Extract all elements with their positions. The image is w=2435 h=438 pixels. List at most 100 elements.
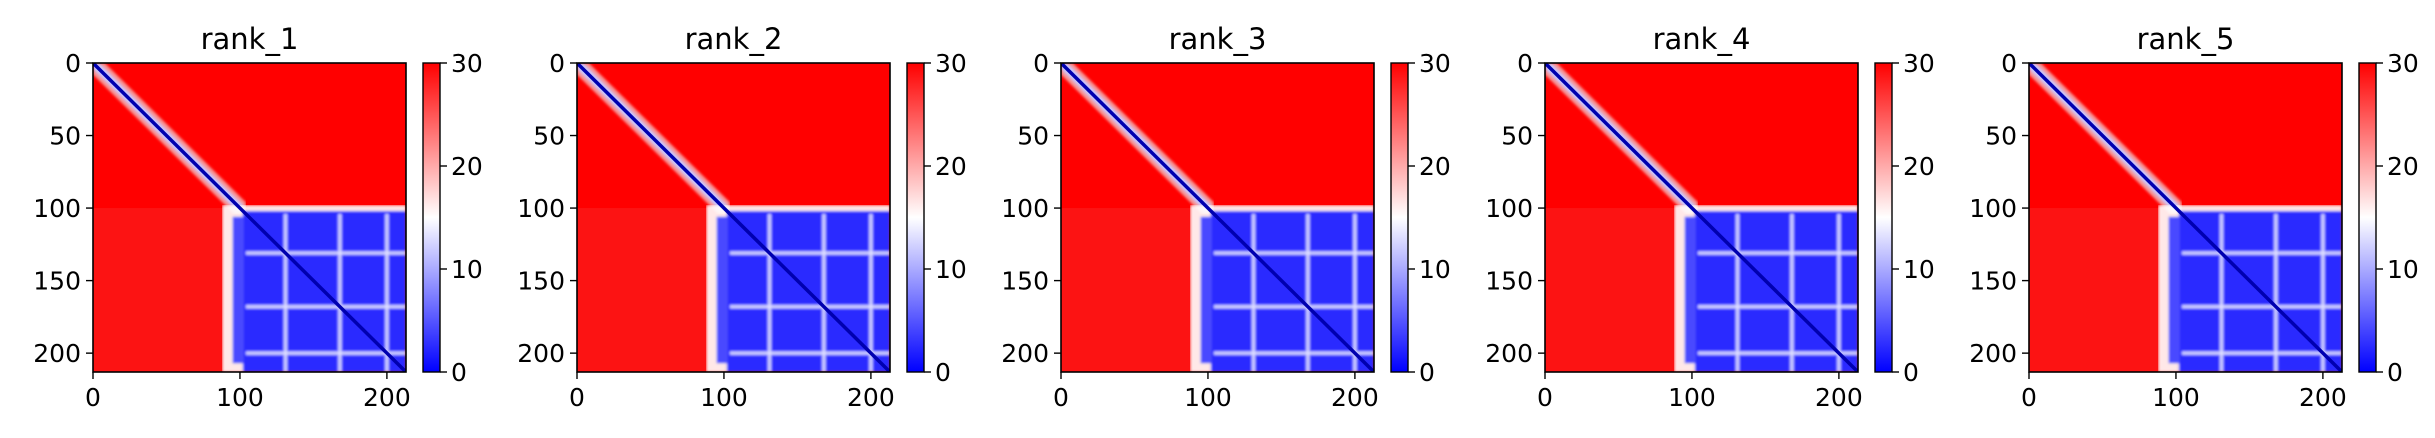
y-tick-label: 50 (533, 122, 565, 151)
y-tick-label: 100 (1485, 194, 1533, 223)
colorbar-tick-label: 10 (451, 255, 483, 284)
colorbar-tick-label: 0 (1419, 358, 1435, 387)
inter-domain-region (1061, 208, 1208, 372)
y-tick-label: 200 (517, 339, 565, 368)
y-tick-label: 150 (1001, 267, 1049, 296)
colorbar-tick-label: 20 (451, 152, 483, 181)
diagonal (93, 63, 406, 372)
axes-frame (1544, 62, 1859, 373)
weak-contact-row (1697, 351, 1858, 355)
x-tick-label: 200 (2299, 383, 2347, 412)
weak-contact-col (283, 213, 288, 372)
weak-contact-row (245, 304, 406, 309)
x-tick-label: 0 (569, 383, 585, 412)
axes-frame (576, 62, 891, 373)
colorbar (2358, 62, 2377, 373)
x-tick-label: 100 (2152, 383, 2200, 412)
colorbar-tick-label: 20 (2387, 152, 2419, 181)
inter-domain-region (1545, 208, 1692, 372)
diagonal (1061, 63, 1374, 372)
y-tick-label: 50 (49, 122, 81, 151)
x-tick-label: 100 (700, 383, 748, 412)
colorbar-tick-label: 10 (935, 255, 967, 284)
inter-domain-region (93, 208, 240, 372)
colorbar-tick-label: 10 (1419, 255, 1451, 284)
x-tick-label: 0 (85, 383, 101, 412)
weak-contact-col (385, 213, 389, 372)
diagonal (1545, 63, 1858, 372)
y-tick-label: 100 (33, 194, 81, 223)
weak-contact-row (1213, 304, 1374, 309)
weak-contact-col (1353, 213, 1357, 372)
weak-contact-row (729, 251, 890, 255)
y-tick-label: 200 (1001, 339, 1049, 368)
y-tick-label: 50 (1017, 122, 1049, 151)
weak-contact-col (1735, 213, 1740, 372)
y-tick-label: 0 (1517, 49, 1533, 78)
colorbar-tick-label: 30 (2387, 49, 2419, 78)
weak-contact-row (1697, 251, 1858, 255)
x-tick-label: 0 (1053, 383, 1069, 412)
x-tick-label: 100 (216, 383, 264, 412)
distance-map (577, 63, 890, 372)
distance-map (1061, 63, 1374, 372)
weak-contact-col (1251, 213, 1256, 372)
colorbar-tick-label: 30 (451, 49, 483, 78)
weak-contact-row (2181, 304, 2342, 309)
inter-domain-region (2029, 208, 2176, 372)
x-tick-label: 0 (1537, 383, 1553, 412)
y-tick-label: 150 (33, 267, 81, 296)
chart-title: rank_4 (1653, 22, 1751, 56)
y-tick-label: 100 (517, 194, 565, 223)
colorbar-tick-label: 10 (2387, 255, 2419, 284)
c-terminal-domain (222, 205, 406, 372)
colorbar (1390, 62, 1409, 373)
chart-title: rank_2 (685, 22, 783, 56)
weak-contact-row (2181, 351, 2342, 355)
weak-contact-col (2274, 213, 2278, 372)
colorbar (906, 62, 925, 373)
weak-contact-row (245, 351, 406, 355)
weak-contact-row (1213, 351, 1374, 355)
y-tick-label: 0 (2001, 49, 2017, 78)
colorbar-tick-label: 0 (2387, 358, 2403, 387)
y-tick-label: 50 (1501, 122, 1533, 151)
colorbar (1874, 62, 1893, 373)
y-tick-label: 0 (1033, 49, 1049, 78)
y-tick-label: 200 (1969, 339, 2017, 368)
diagonal (577, 63, 890, 372)
chart-title: rank_3 (1169, 22, 1267, 56)
y-tick-label: 150 (517, 267, 565, 296)
x-tick-label: 200 (363, 383, 411, 412)
colorbar-tick-label: 0 (451, 358, 467, 387)
y-tick-label: 200 (33, 339, 81, 368)
distance-map (93, 63, 406, 372)
colorbar-tick-label: 10 (1903, 255, 1935, 284)
y-tick-label: 50 (1985, 122, 2017, 151)
x-tick-label: 200 (847, 383, 895, 412)
inter-domain-region (577, 208, 724, 372)
weak-contact-col (822, 213, 826, 372)
weak-contact-col (767, 213, 772, 372)
x-tick-label: 100 (1184, 383, 1232, 412)
colorbar-tick-label: 20 (935, 152, 967, 181)
y-tick-label: 150 (1485, 267, 1533, 296)
colorbar-tick-label: 20 (1903, 152, 1935, 181)
y-tick-label: 100 (1969, 194, 2017, 223)
y-tick-label: 150 (1969, 267, 2017, 296)
distance-map (2029, 63, 2342, 372)
x-tick-label: 100 (1668, 383, 1716, 412)
axes-frame (92, 62, 407, 373)
y-tick-label: 0 (65, 49, 81, 78)
axes-frame (1060, 62, 1375, 373)
y-tick-label: 100 (1001, 194, 1049, 223)
weak-contact-col (1837, 213, 1841, 372)
x-tick-label: 200 (1331, 383, 1379, 412)
chart-title: rank_1 (201, 22, 299, 56)
weak-contact-row (729, 351, 890, 355)
colorbar (422, 62, 441, 373)
weak-contact-col (2321, 213, 2325, 372)
